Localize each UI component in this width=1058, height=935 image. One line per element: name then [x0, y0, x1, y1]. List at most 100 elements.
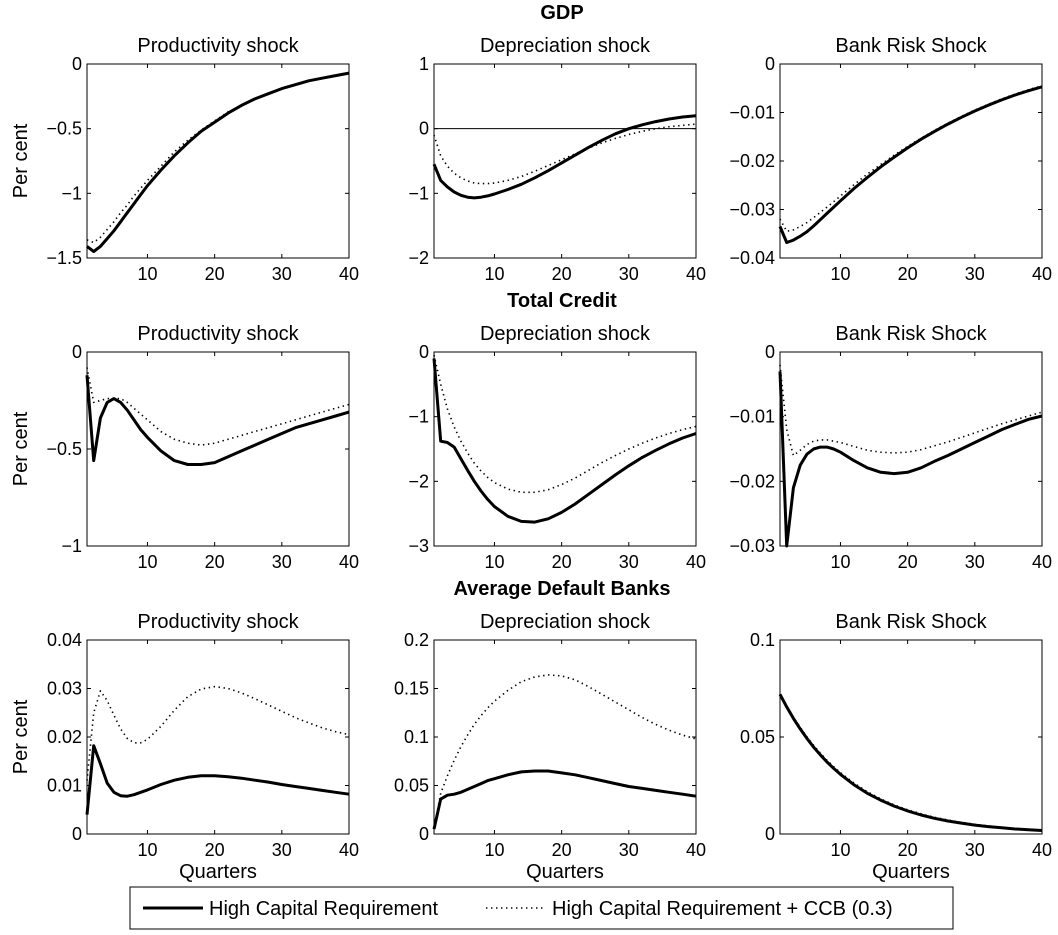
x-tick-label: 40: [686, 840, 706, 860]
plot-area: [86, 639, 350, 835]
row-title: Average Default Banks: [453, 578, 670, 600]
x-tick-label: 20: [898, 552, 918, 572]
y-tick-label: −1: [408, 183, 429, 203]
y-tick-label: −2: [408, 248, 429, 268]
x-tick-label: 10: [830, 840, 850, 860]
x-tick-label: 30: [272, 264, 292, 284]
panel-title: Productivity shock: [137, 323, 299, 345]
y-tick-label: 0.01: [47, 776, 82, 796]
series-line-solid: [778, 371, 1043, 548]
y-tick-label: 0.1: [404, 727, 429, 747]
y-axis-label: Per cent: [10, 699, 32, 774]
x-tick-label: 30: [619, 264, 639, 284]
series-line-dotted: [779, 364, 1043, 457]
x-tick-label: 30: [965, 552, 985, 572]
y-tick-label: 0.04: [47, 630, 82, 650]
plot-area: [86, 351, 350, 547]
series-line-dotted: [779, 85, 1043, 233]
x-tick-label: 20: [205, 552, 225, 572]
y-tick-label: −0.01: [729, 103, 775, 123]
x-tick-label: 20: [552, 264, 572, 284]
legend: High Capital Requirement High Capital Re…: [129, 886, 954, 930]
y-tick-label: 0.15: [394, 679, 429, 699]
panel-title: Productivity shock: [137, 35, 299, 57]
x-tick-label: 40: [686, 264, 706, 284]
y-tick-label: −0.04: [729, 248, 775, 268]
series-line-solid: [432, 114, 697, 200]
y-tick-label: −1.5: [46, 248, 82, 268]
y-tick-label: 0.02: [47, 727, 82, 747]
y-tick-label: 0: [72, 342, 82, 362]
y-tick-label: 0: [765, 54, 775, 74]
y-tick-label: −0.01: [729, 407, 775, 427]
y-tick-label: 0: [72, 54, 82, 74]
x-tick-label: 30: [272, 552, 292, 572]
y-tick-label: −0.5: [46, 119, 82, 139]
y-tick-label: −1: [61, 183, 82, 203]
plot-area: [433, 639, 697, 835]
x-axis-label: Quarters: [872, 861, 950, 883]
x-tick-label: 40: [339, 264, 359, 284]
x-tick-label: 30: [619, 552, 639, 572]
plot-area: [779, 639, 1043, 835]
x-tick-label: 10: [137, 552, 157, 572]
series-line-solid: [432, 358, 697, 524]
y-axis-label: Per cent: [10, 411, 32, 486]
y-tick-label: 0.05: [394, 776, 429, 796]
panel-title: Depreciation shock: [480, 35, 651, 57]
x-tick-label: 20: [552, 840, 572, 860]
row-title: Total Credit: [507, 290, 617, 312]
y-tick-label: 1: [419, 54, 429, 74]
chart-panel: Total Credit Productivity shock 10 20 30 40 −1…: [10, 290, 617, 572]
y-tick-label: 0.05: [740, 727, 775, 747]
x-tick-label: 40: [686, 552, 706, 572]
chart-panel: Depreciation shock 10 20 30 40 −3 −2 −1 0: [408, 323, 706, 572]
panel-title: Depreciation shock: [480, 323, 651, 345]
plot-area: [779, 351, 1043, 547]
y-tick-label: −0.02: [729, 151, 775, 171]
x-tick-label: 10: [484, 552, 504, 572]
y-tick-label: 0.03: [47, 679, 82, 699]
x-tick-label: 10: [484, 840, 504, 860]
x-tick-label: 40: [339, 840, 359, 860]
x-axis-label: Quarters: [526, 861, 604, 883]
series-line-solid: [432, 769, 697, 830]
y-tick-label: 0: [765, 824, 775, 844]
chart-panel: Bank Risk Shock 10 20 30 40 −0.04 −0.03 −0.02 −0…: [729, 35, 1052, 284]
x-tick-label: 30: [965, 840, 985, 860]
chart-panel: Depreciation shock 10 20 30 40 0 0.05 0.1 0.15 0.…: [394, 611, 706, 883]
x-tick-label: 20: [898, 264, 918, 284]
plot-area: [433, 351, 697, 547]
y-tick-label: 0: [419, 824, 429, 844]
x-tick-label: 30: [272, 840, 292, 860]
y-tick-label: −2: [408, 471, 429, 491]
x-tick-label: 20: [205, 840, 225, 860]
y-tick-label: 0: [765, 342, 775, 362]
legend-label-solid: High Capital Requirement: [209, 898, 438, 920]
x-axis-label: Quarters: [179, 861, 257, 883]
chart-panel: Depreciation shock 10 20 30 40 −2 −1 0 1: [408, 35, 706, 284]
y-tick-label: −0.03: [729, 200, 775, 220]
row-title: GDP: [540, 2, 583, 24]
y-tick-label: −0.5: [46, 439, 82, 459]
series-line-dotted: [86, 367, 350, 446]
x-tick-label: 20: [552, 552, 572, 572]
x-tick-label: 10: [830, 552, 850, 572]
panel-title: Bank Risk Shock: [835, 611, 987, 633]
x-tick-label: 10: [484, 264, 504, 284]
y-tick-label: 0: [72, 824, 82, 844]
x-tick-label: 20: [898, 840, 918, 860]
plot-area: [86, 63, 350, 259]
legend-label-dotted: High Capital Requirement + CCB (0.3): [552, 898, 893, 920]
x-tick-label: 30: [965, 264, 985, 284]
x-tick-label: 40: [339, 552, 359, 572]
series-line-dotted: [86, 72, 350, 244]
panel-title: Bank Risk Shock: [835, 35, 987, 57]
x-tick-label: 20: [205, 264, 225, 284]
y-axis-label: Per cent: [10, 123, 32, 198]
plot-area: [779, 63, 1043, 259]
panel-title: Bank Risk Shock: [835, 323, 987, 345]
x-tick-label: 40: [1032, 840, 1052, 860]
